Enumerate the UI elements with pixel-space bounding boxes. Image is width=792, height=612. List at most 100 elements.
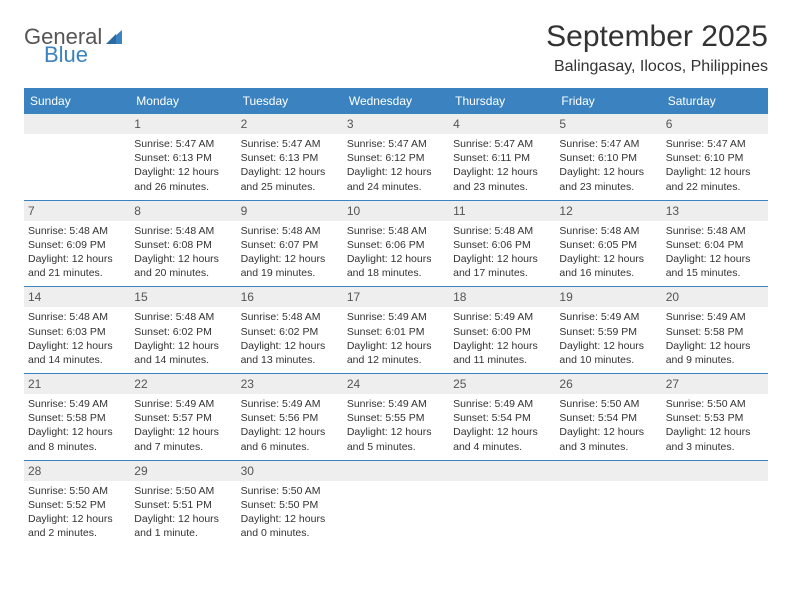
- day-number: 24: [343, 374, 449, 394]
- daylight-text: Daylight: 12 hours and 20 minutes.: [134, 252, 232, 280]
- calendar-cell: 19Sunrise: 5:49 AMSunset: 5:59 PMDayligh…: [555, 287, 661, 373]
- day-number: 30: [237, 461, 343, 481]
- sunset-text: Sunset: 6:04 PM: [666, 238, 764, 252]
- daylight-text: Daylight: 12 hours and 2 minutes.: [28, 512, 126, 540]
- calendar-cell: 12Sunrise: 5:48 AMSunset: 6:05 PMDayligh…: [555, 201, 661, 287]
- sunrise-text: Sunrise: 5:48 AM: [453, 224, 551, 238]
- sunset-text: Sunset: 6:13 PM: [134, 151, 232, 165]
- calendar-cell: 6Sunrise: 5:47 AMSunset: 6:10 PMDaylight…: [662, 114, 768, 200]
- day-header-mon: Monday: [130, 88, 236, 114]
- sunset-text: Sunset: 6:12 PM: [347, 151, 445, 165]
- day-number: 10: [343, 201, 449, 221]
- daylight-text: Daylight: 12 hours and 6 minutes.: [241, 425, 339, 453]
- day-number: 5: [555, 114, 661, 134]
- calendar-cell: 10Sunrise: 5:48 AMSunset: 6:06 PMDayligh…: [343, 201, 449, 287]
- daylight-text: Daylight: 12 hours and 25 minutes.: [241, 165, 339, 193]
- daylight-text: Daylight: 12 hours and 4 minutes.: [453, 425, 551, 453]
- daylight-text: Daylight: 12 hours and 9 minutes.: [666, 339, 764, 367]
- sunrise-text: Sunrise: 5:47 AM: [241, 137, 339, 151]
- sunset-text: Sunset: 5:52 PM: [28, 498, 126, 512]
- title-block: September 2025 Balingasay, Ilocos, Phili…: [546, 20, 768, 76]
- sunrise-text: Sunrise: 5:47 AM: [134, 137, 232, 151]
- day-number: 9: [237, 201, 343, 221]
- daylight-text: Daylight: 12 hours and 14 minutes.: [28, 339, 126, 367]
- daylight-text: Daylight: 12 hours and 23 minutes.: [559, 165, 657, 193]
- sunset-text: Sunset: 5:51 PM: [134, 498, 232, 512]
- daylight-text: Daylight: 12 hours and 11 minutes.: [453, 339, 551, 367]
- sunrise-text: Sunrise: 5:48 AM: [241, 310, 339, 324]
- daylight-text: Daylight: 12 hours and 5 minutes.: [347, 425, 445, 453]
- day-number: 29: [130, 461, 236, 481]
- calendar-cell: 4Sunrise: 5:47 AMSunset: 6:11 PMDaylight…: [449, 114, 555, 200]
- sunrise-text: Sunrise: 5:48 AM: [241, 224, 339, 238]
- day-number: 22: [130, 374, 236, 394]
- sunrise-text: Sunrise: 5:48 AM: [347, 224, 445, 238]
- daylight-text: Daylight: 12 hours and 21 minutes.: [28, 252, 126, 280]
- calendar-cell: 13Sunrise: 5:48 AMSunset: 6:04 PMDayligh…: [662, 201, 768, 287]
- daylight-text: Daylight: 12 hours and 23 minutes.: [453, 165, 551, 193]
- week-row: 21Sunrise: 5:49 AMSunset: 5:58 PMDayligh…: [24, 374, 768, 461]
- sunrise-text: Sunrise: 5:48 AM: [134, 224, 232, 238]
- daylight-text: Daylight: 12 hours and 16 minutes.: [559, 252, 657, 280]
- day-header-fri: Friday: [555, 88, 661, 114]
- sunset-text: Sunset: 6:07 PM: [241, 238, 339, 252]
- day-number: [24, 114, 130, 134]
- calendar-cell: 9Sunrise: 5:48 AMSunset: 6:07 PMDaylight…: [237, 201, 343, 287]
- sunset-text: Sunset: 6:10 PM: [559, 151, 657, 165]
- day-number: 3: [343, 114, 449, 134]
- week-row: 7Sunrise: 5:48 AMSunset: 6:09 PMDaylight…: [24, 201, 768, 288]
- calendar-cell: 2Sunrise: 5:47 AMSunset: 6:13 PMDaylight…: [237, 114, 343, 200]
- brand-part2: Blue: [44, 42, 88, 68]
- weeks-container: 1Sunrise: 5:47 AMSunset: 6:13 PMDaylight…: [24, 114, 768, 546]
- sunset-text: Sunset: 6:00 PM: [453, 325, 551, 339]
- calendar-cell: 1Sunrise: 5:47 AMSunset: 6:13 PMDaylight…: [130, 114, 236, 200]
- calendar-cell: 16Sunrise: 5:48 AMSunset: 6:02 PMDayligh…: [237, 287, 343, 373]
- sunrise-text: Sunrise: 5:49 AM: [28, 397, 126, 411]
- day-number: 20: [662, 287, 768, 307]
- calendar-cell: 17Sunrise: 5:49 AMSunset: 6:01 PMDayligh…: [343, 287, 449, 373]
- calendar-cell: 15Sunrise: 5:48 AMSunset: 6:02 PMDayligh…: [130, 287, 236, 373]
- sunrise-text: Sunrise: 5:47 AM: [453, 137, 551, 151]
- daylight-text: Daylight: 12 hours and 17 minutes.: [453, 252, 551, 280]
- calendar-cell: 20Sunrise: 5:49 AMSunset: 5:58 PMDayligh…: [662, 287, 768, 373]
- calendar-cell: [662, 461, 768, 547]
- daylight-text: Daylight: 12 hours and 15 minutes.: [666, 252, 764, 280]
- header: General September 2025 Balingasay, Iloco…: [24, 20, 768, 76]
- sunset-text: Sunset: 5:54 PM: [453, 411, 551, 425]
- week-row: 28Sunrise: 5:50 AMSunset: 5:52 PMDayligh…: [24, 461, 768, 547]
- sunrise-text: Sunrise: 5:49 AM: [559, 310, 657, 324]
- sunset-text: Sunset: 6:13 PM: [241, 151, 339, 165]
- day-number: 8: [130, 201, 236, 221]
- sunset-text: Sunset: 5:56 PM: [241, 411, 339, 425]
- sunrise-text: Sunrise: 5:49 AM: [241, 397, 339, 411]
- sunrise-text: Sunrise: 5:49 AM: [347, 310, 445, 324]
- daylight-text: Daylight: 12 hours and 3 minutes.: [666, 425, 764, 453]
- sunset-text: Sunset: 6:06 PM: [453, 238, 551, 252]
- daylight-text: Daylight: 12 hours and 7 minutes.: [134, 425, 232, 453]
- day-number: 25: [449, 374, 555, 394]
- daylight-text: Daylight: 12 hours and 10 minutes.: [559, 339, 657, 367]
- day-header-row: Sunday Monday Tuesday Wednesday Thursday…: [24, 88, 768, 114]
- sunrise-text: Sunrise: 5:48 AM: [559, 224, 657, 238]
- brand-sail-icon: [104, 28, 124, 46]
- calendar-cell: 26Sunrise: 5:50 AMSunset: 5:54 PMDayligh…: [555, 374, 661, 460]
- day-number: [555, 461, 661, 481]
- sunset-text: Sunset: 5:57 PM: [134, 411, 232, 425]
- sunset-text: Sunset: 5:50 PM: [241, 498, 339, 512]
- sunrise-text: Sunrise: 5:47 AM: [559, 137, 657, 151]
- day-number: 7: [24, 201, 130, 221]
- calendar-cell: 18Sunrise: 5:49 AMSunset: 6:00 PMDayligh…: [449, 287, 555, 373]
- week-row: 1Sunrise: 5:47 AMSunset: 6:13 PMDaylight…: [24, 114, 768, 201]
- calendar-cell: 3Sunrise: 5:47 AMSunset: 6:12 PMDaylight…: [343, 114, 449, 200]
- sunset-text: Sunset: 6:09 PM: [28, 238, 126, 252]
- sunset-text: Sunset: 6:05 PM: [559, 238, 657, 252]
- daylight-text: Daylight: 12 hours and 24 minutes.: [347, 165, 445, 193]
- daylight-text: Daylight: 12 hours and 8 minutes.: [28, 425, 126, 453]
- sunrise-text: Sunrise: 5:48 AM: [134, 310, 232, 324]
- calendar-cell: 25Sunrise: 5:49 AMSunset: 5:54 PMDayligh…: [449, 374, 555, 460]
- day-number: 14: [24, 287, 130, 307]
- sunset-text: Sunset: 5:58 PM: [28, 411, 126, 425]
- daylight-text: Daylight: 12 hours and 13 minutes.: [241, 339, 339, 367]
- daylight-text: Daylight: 12 hours and 0 minutes.: [241, 512, 339, 540]
- sunrise-text: Sunrise: 5:50 AM: [241, 484, 339, 498]
